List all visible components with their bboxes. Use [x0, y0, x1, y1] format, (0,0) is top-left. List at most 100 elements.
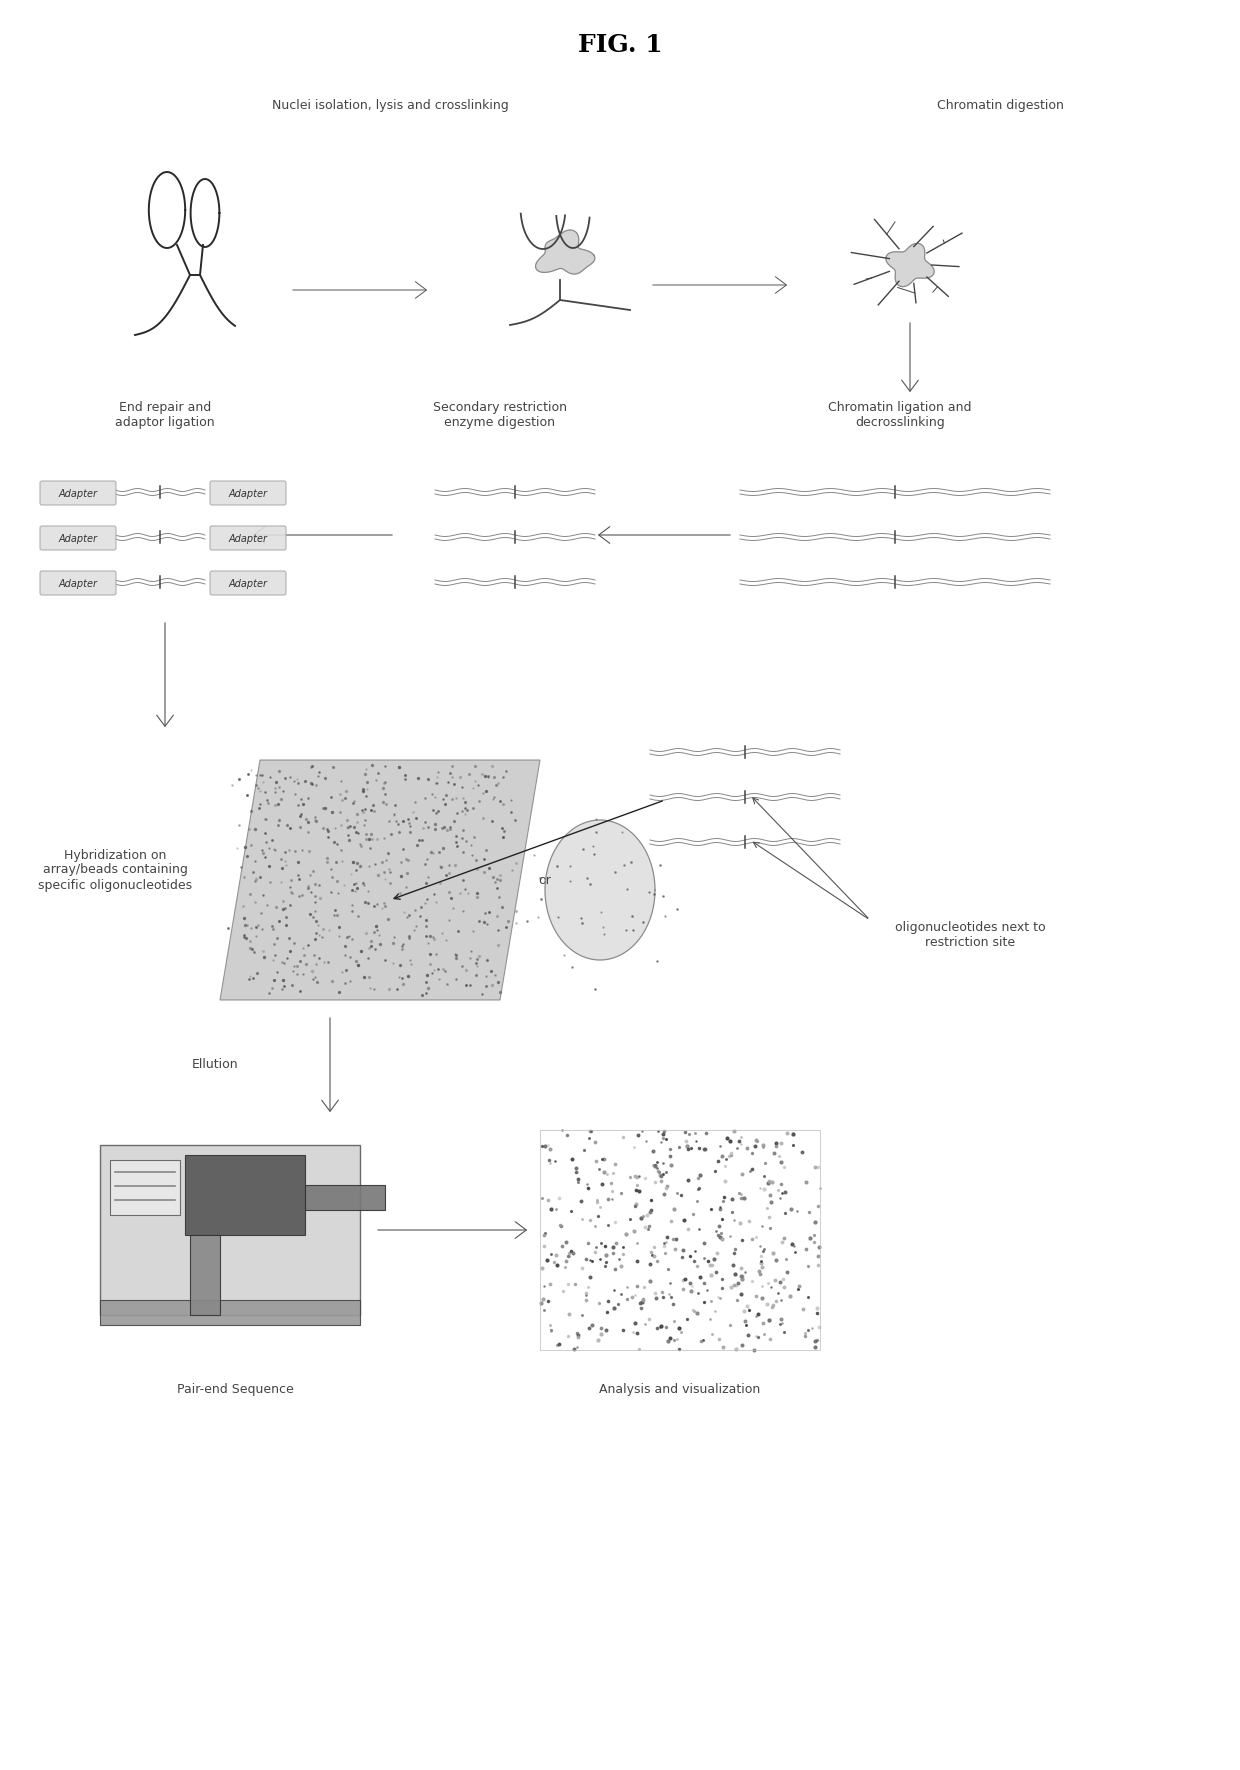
- Point: [420, 922, 440, 950]
- Point: [476, 961, 496, 989]
- Point: [572, 1255, 591, 1283]
- Point: [734, 1184, 754, 1212]
- Point: [268, 789, 288, 818]
- Point: [551, 1212, 570, 1241]
- Point: [466, 878, 486, 906]
- Point: [379, 975, 399, 1004]
- Polygon shape: [536, 230, 595, 274]
- Point: [775, 1179, 795, 1207]
- Point: [696, 1119, 715, 1147]
- Point: [632, 1287, 652, 1315]
- Point: [312, 915, 332, 943]
- Point: [331, 766, 351, 795]
- Point: [358, 876, 378, 904]
- Point: [650, 850, 670, 878]
- Point: [800, 1198, 820, 1227]
- Point: [322, 798, 342, 827]
- Point: [340, 943, 360, 972]
- Point: [335, 968, 355, 997]
- Point: [711, 1133, 730, 1161]
- Point: [711, 1223, 730, 1251]
- Point: [453, 952, 472, 981]
- Point: [347, 818, 367, 846]
- Point: [761, 1168, 781, 1197]
- Point: [265, 942, 285, 970]
- Point: [247, 770, 267, 798]
- Point: [599, 1184, 619, 1212]
- Point: [645, 1280, 665, 1308]
- Point: [661, 1283, 681, 1312]
- Point: [631, 1294, 651, 1322]
- Point: [231, 853, 250, 881]
- Point: [257, 890, 277, 919]
- Point: [305, 963, 325, 991]
- Point: [709, 1283, 729, 1312]
- Point: [439, 906, 459, 935]
- Point: [754, 1319, 774, 1347]
- Point: [678, 1120, 698, 1149]
- Point: [339, 922, 358, 950]
- Point: [241, 935, 260, 963]
- Point: [781, 1195, 801, 1223]
- Point: [645, 1152, 665, 1181]
- Point: [785, 1237, 805, 1266]
- Point: [789, 1273, 808, 1301]
- Point: [456, 956, 476, 984]
- Point: [632, 1289, 652, 1317]
- Point: [603, 1239, 622, 1267]
- Point: [496, 756, 516, 784]
- Point: [477, 910, 497, 938]
- Point: [314, 814, 334, 843]
- Point: [435, 789, 455, 818]
- Point: [301, 956, 321, 984]
- Point: [728, 1269, 748, 1297]
- Point: [263, 974, 283, 1002]
- Point: [272, 949, 291, 977]
- Point: [485, 763, 505, 791]
- Point: [466, 949, 486, 977]
- Point: [331, 958, 351, 986]
- Point: [632, 908, 652, 936]
- Point: [303, 965, 322, 993]
- Point: [304, 942, 324, 970]
- Point: [340, 812, 360, 841]
- Point: [335, 931, 355, 959]
- Point: [596, 1241, 616, 1269]
- Point: [255, 805, 275, 834]
- Point: [472, 981, 492, 1009]
- Point: [701, 1250, 720, 1278]
- Point: [353, 775, 373, 804]
- Text: or: or: [538, 874, 552, 887]
- Point: [246, 866, 265, 894]
- Point: [595, 1232, 615, 1260]
- Point: [532, 1131, 552, 1159]
- Point: [585, 975, 605, 1004]
- Point: [754, 1175, 774, 1204]
- Point: [362, 750, 382, 779]
- Point: [489, 968, 508, 997]
- Point: [247, 922, 267, 950]
- Point: [640, 1267, 660, 1296]
- Point: [314, 795, 334, 823]
- Point: [541, 1312, 560, 1340]
- Point: [732, 1262, 751, 1290]
- Point: [343, 788, 363, 816]
- Point: [424, 880, 444, 908]
- Point: [708, 1147, 728, 1175]
- Point: [293, 935, 312, 963]
- Point: [236, 834, 255, 862]
- Point: [656, 1174, 676, 1202]
- Point: [443, 752, 463, 781]
- FancyBboxPatch shape: [110, 1159, 180, 1214]
- Point: [279, 924, 299, 952]
- Point: [598, 1297, 618, 1326]
- Point: [728, 1285, 748, 1313]
- Point: [394, 897, 414, 926]
- Point: [255, 779, 275, 807]
- Point: [465, 766, 485, 795]
- Point: [585, 1237, 605, 1266]
- Point: [410, 892, 430, 920]
- Point: [246, 867, 265, 896]
- Point: [618, 876, 637, 904]
- Point: [808, 1152, 828, 1181]
